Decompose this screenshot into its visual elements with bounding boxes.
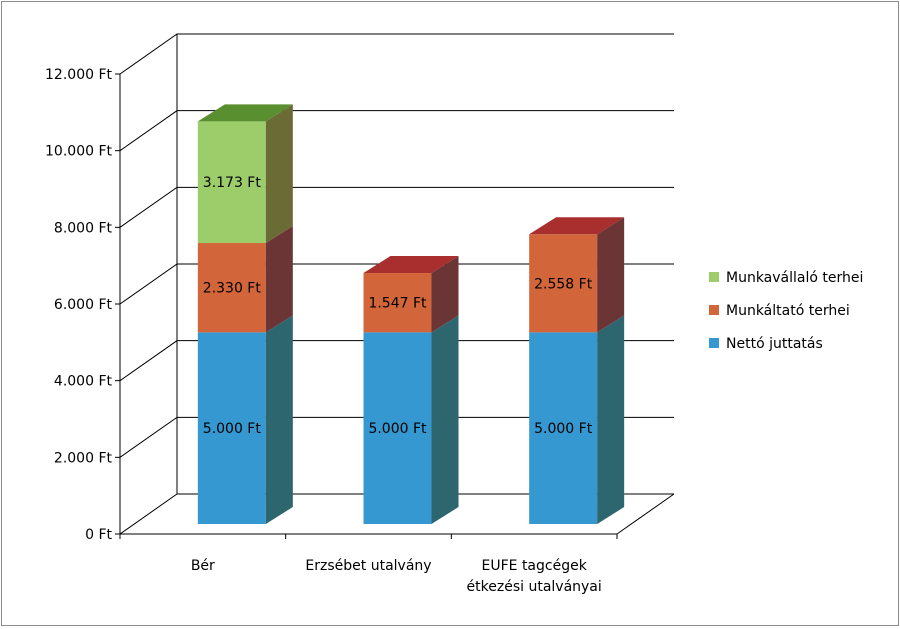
data-label: 1.547 Ft [368,296,427,312]
bar-segment [363,273,432,333]
bar-top [197,104,293,122]
bar-side [265,226,293,333]
x-category-label: Bér [191,558,215,574]
bar-top [363,256,459,274]
floor-right-edge [616,493,675,535]
bar-side [431,315,459,524]
x-category-label: Erzsébet utalvány [305,558,431,574]
data-label: 5.000 Ft [534,421,593,437]
legend-swatch [709,272,719,282]
x-category-label: étkezési utalványai [467,579,602,595]
bar-segment [197,332,266,524]
x-category-label: EUFE tagcégek [482,558,588,574]
y-tick-label: 0 Ft [85,527,112,543]
y-tick-label: 10.000 Ft [45,144,112,160]
legend-swatch [709,338,719,348]
bar-side [431,256,459,333]
bar-top [529,217,625,235]
bar-segment [197,121,266,244]
bar-side [597,217,625,333]
bar-segment [529,332,598,524]
data-label: 2.558 Ft [534,276,593,292]
y-tick-label: 6.000 Ft [54,297,113,313]
legend-label: Nettó juttatás [726,336,823,352]
bar-side [265,315,293,524]
legend-label: Munkáltató terhei [726,303,850,319]
bar-side [265,104,293,244]
data-label: 2.330 Ft [203,281,262,297]
bar-segment [529,234,598,333]
legend-label: Munkavállaló terhei [726,270,863,286]
bar-side [597,315,625,524]
data-label: 5.000 Ft [368,421,427,437]
y-tick-label: 2.000 Ft [54,450,113,466]
bars: 5.000 Ft 2.330 Ft 3.173 Ft 5.000 Ft 1.547 Ft… [197,104,625,524]
y-tick-label: 12.000 Ft [45,67,112,83]
y-tick-label: 8.000 Ft [54,220,113,236]
bar-segment [197,243,266,333]
gridline [119,33,674,75]
data-label: 3.173 Ft [203,175,262,191]
data-label: 5.000 Ft [203,421,262,437]
y-ticks: 0 Ft 2.000 Ft 4.000 Ft 6.000 Ft 8.000 Ft 10.0… [45,67,120,543]
y-tick-label: 4.000 Ft [54,374,113,390]
bar-segment [363,332,432,524]
legend: Munkavállaló terhei Munkáltató terhei Nett… [709,270,863,352]
legend-swatch [709,305,719,315]
